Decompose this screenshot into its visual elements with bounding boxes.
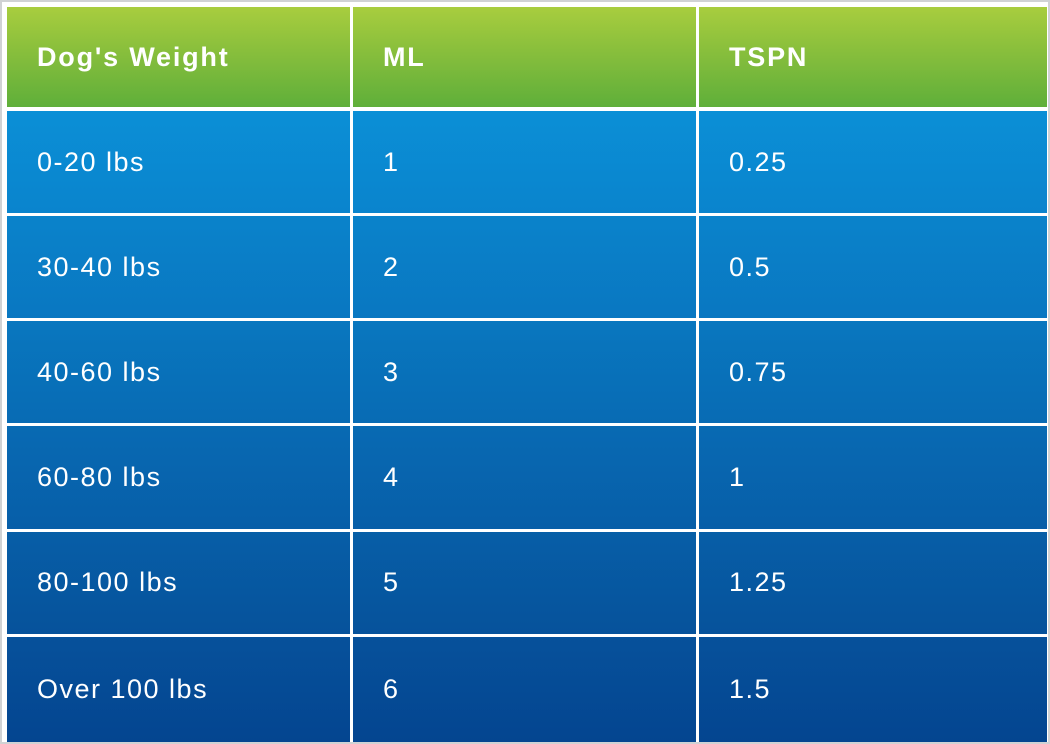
ml-cell: 6: [353, 636, 699, 742]
tspn-cell: 0.25: [699, 111, 1047, 217]
dosage-table: Dog's Weight ML TSPN 0-20 lbs 1 0.25 30-…: [7, 7, 1047, 742]
weight-cell: 80-100 lbs: [7, 531, 353, 637]
ml-cell: 5: [353, 531, 699, 637]
weight-cell: 60-80 lbs: [7, 426, 353, 532]
weight-cell: Over 100 lbs: [7, 636, 353, 742]
ml-cell: 2: [353, 216, 699, 322]
weight-cell: 0-20 lbs: [7, 111, 353, 217]
tspn-cell: 1: [699, 426, 1047, 532]
weight-cell: 30-40 lbs: [7, 216, 353, 322]
ml-cell: 4: [353, 426, 699, 532]
tspn-cell: 1.5: [699, 636, 1047, 742]
tspn-cell: 0.5: [699, 216, 1047, 322]
weight-cell: 40-60 lbs: [7, 321, 353, 427]
column-header-tspn: TSPN: [699, 7, 1047, 111]
ml-cell: 1: [353, 111, 699, 217]
tspn-cell: 0.75: [699, 321, 1047, 427]
column-header-dogs-weight: Dog's Weight: [7, 7, 353, 111]
column-header-ml: ML: [353, 7, 699, 111]
ml-cell: 3: [353, 321, 699, 427]
tspn-cell: 1.25: [699, 531, 1047, 637]
